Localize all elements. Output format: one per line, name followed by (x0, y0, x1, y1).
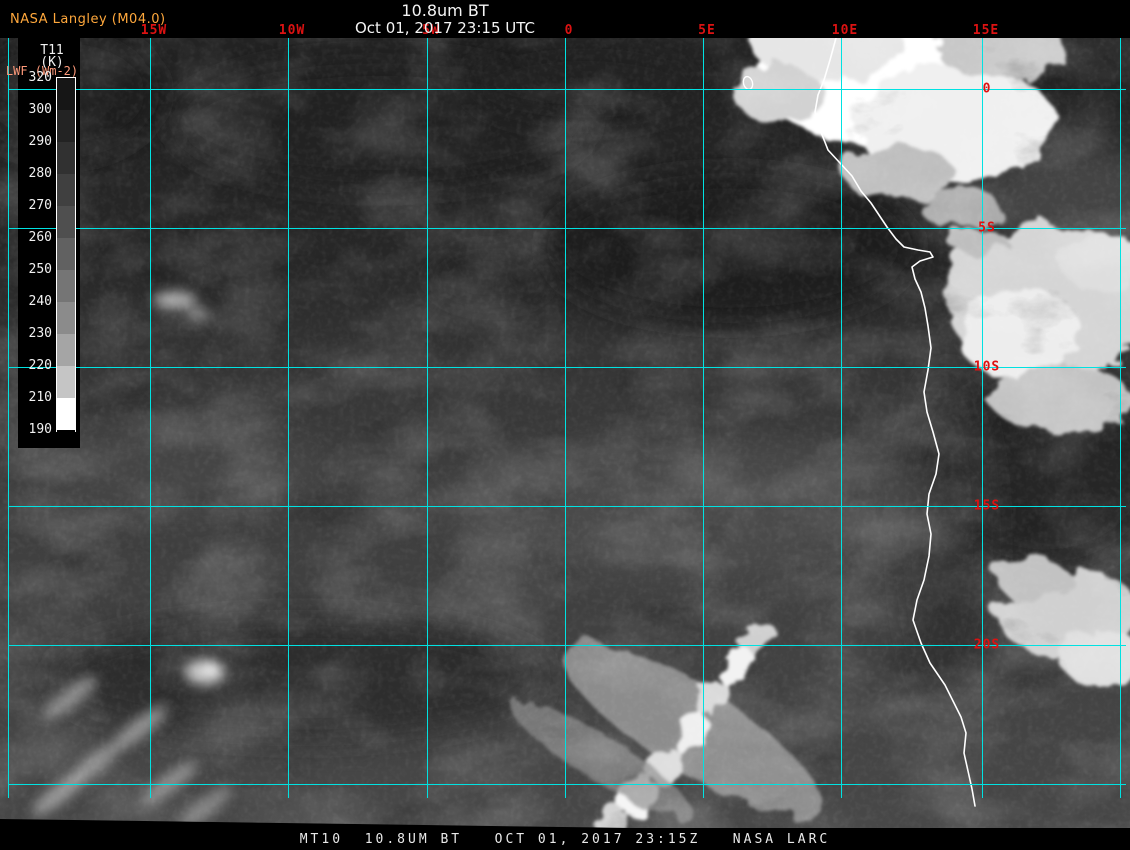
colorbar-tick-label: 190 (28, 422, 52, 437)
meridian-line (703, 38, 704, 798)
coastline-africa-west (814, 38, 976, 807)
colorbar-segment (57, 78, 75, 110)
longitude-label: 0 (564, 23, 574, 38)
colorbar-tick-label: 280 (28, 166, 52, 181)
parallel-line (8, 89, 1126, 90)
colorbar-segment (57, 206, 75, 238)
colorbar-tick-label: 260 (28, 230, 52, 245)
colorbar-tick-label: 230 (28, 326, 52, 341)
meridian-line (982, 38, 983, 798)
longitude-label: 15W (140, 23, 168, 38)
latitude-label: 10S (973, 359, 1001, 375)
colorbar-segment (57, 270, 75, 302)
latitude-label: 20S (973, 637, 1001, 653)
colorbar-frame (56, 77, 76, 432)
colorbar-tick-label: 210 (28, 390, 52, 405)
footer-bar (0, 828, 1130, 850)
colorbar-segment (57, 302, 75, 334)
colorbar-subtitle: LWF (Wm-2) (5, 64, 79, 78)
longitude-label: 15E (972, 23, 1000, 38)
colorbar-tick-label: 270 (28, 198, 52, 213)
meridian-line (8, 38, 9, 798)
parallel-line (8, 228, 1126, 229)
latitude-label: 5S (978, 220, 996, 236)
meridian-line (427, 38, 428, 798)
parallel-line (8, 367, 1126, 368)
meridian-line (288, 38, 289, 798)
parallel-line (8, 506, 1126, 507)
longitude-label: 10E (831, 23, 859, 38)
colorbar-segment (57, 398, 75, 430)
title-block: 10.8um BT Oct 01, 2017 23:15 UTC (105, 2, 785, 37)
parallel-line (8, 645, 1126, 646)
meridian-line (150, 38, 151, 798)
credit-label: NASA Langley (M04.0) (10, 12, 166, 27)
colorbar-tick-label: 250 (28, 262, 52, 277)
colorbar-tick-label: 290 (28, 134, 52, 149)
meridian-line (841, 38, 842, 798)
longitude-label: 10W (278, 23, 306, 38)
colorbar-tick-label: 300 (28, 102, 52, 117)
product-title: 10.8um BT (401, 1, 489, 20)
colorbar-segment (57, 366, 75, 398)
colorbar-title: T11 (40, 43, 64, 58)
footer-caption: MT10 10.8UM BT OCT 01, 2017 23:15Z NASA … (299, 832, 831, 847)
product-datetime: Oct 01, 2017 23:15 UTC (355, 19, 535, 37)
meridian-line (565, 38, 566, 798)
colorbar-segment (57, 238, 75, 270)
longitude-label: 5E (698, 23, 716, 38)
colorbar-tick-label: 320 (28, 70, 52, 85)
colorbar-segment (57, 174, 75, 206)
longitude-label: 5W (422, 23, 440, 38)
colorbar-segment (57, 110, 75, 142)
latitude-label: 0 (982, 81, 992, 97)
colorbar-tick-label: 220 (28, 358, 52, 373)
parallel-line (8, 784, 1126, 785)
colorbar-tick-label: 240 (28, 294, 52, 309)
colorbar-segment (57, 334, 75, 366)
colorbar-unit: (K) (40, 55, 64, 70)
meridian-line (1120, 38, 1121, 798)
colorbar-segment (57, 142, 75, 174)
latitude-label: 15S (973, 498, 1001, 514)
